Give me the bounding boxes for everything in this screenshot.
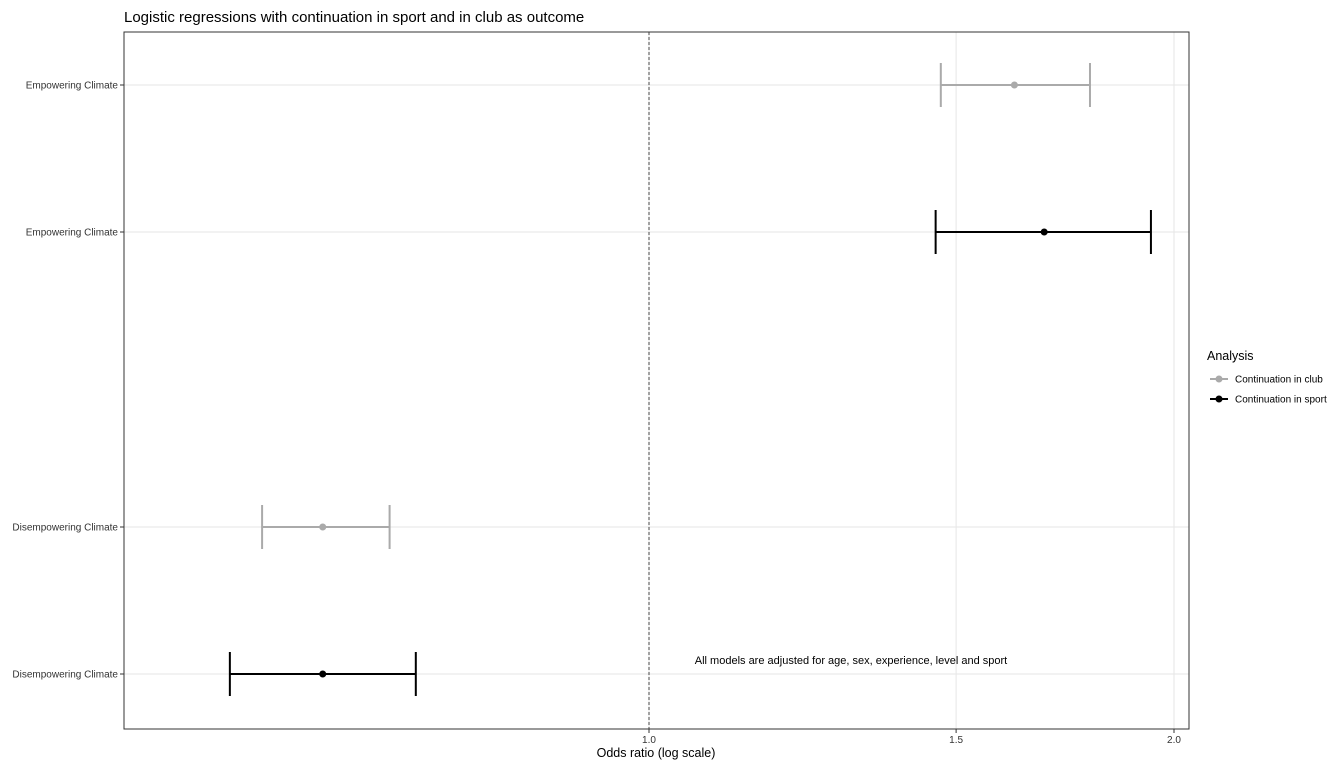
chart-title: Logistic regressions with continuation i…: [124, 9, 584, 26]
odds-ratio-point: [1040, 228, 1048, 236]
x-tick-label: 1.0: [642, 735, 656, 746]
legend-item: Continuation in sport: [1210, 395, 1327, 406]
errorbar-continuation-in-sport: [228, 652, 417, 696]
annotation-text: All models are adjusted for age, sex, ex…: [695, 655, 1007, 667]
odds-ratio-point: [1010, 81, 1018, 89]
legend-key-point: [1215, 375, 1223, 383]
legend-title: Analysis: [1207, 349, 1254, 363]
odds-ratio-point: [319, 523, 327, 531]
y-tick-label: Empowering Climate: [26, 228, 119, 239]
x-axis-labels: 1.0 1.5 2.0: [642, 729, 1181, 746]
legend-key-point: [1215, 395, 1223, 403]
errorbar-continuation-in-sport: [934, 210, 1152, 254]
plot-panel: [123, 31, 1190, 730]
errorbar-continuation-in-club: [939, 63, 1091, 107]
y-tick-label: Disempowering Climate: [12, 670, 118, 681]
x-tick-label: 1.5: [949, 735, 963, 746]
y-tick-label: Empowering Climate: [26, 81, 119, 92]
errorbar-continuation-in-club: [261, 505, 391, 549]
legend-label: Continuation in sport: [1235, 395, 1327, 406]
y-axis-labels: Empowering Climate Empowering Climate Dise…: [12, 81, 124, 681]
y-tick-label: Disempowering Climate: [12, 523, 118, 534]
x-tick-label: 2.0: [1167, 735, 1181, 746]
panel-border: [123, 31, 1190, 730]
x-axis-title: Odds ratio (log scale): [597, 746, 716, 760]
legend-item: Continuation in club: [1210, 375, 1323, 386]
legend-label: Continuation in club: [1235, 375, 1323, 386]
legend: Analysis Continuation in club Continuatio…: [1207, 349, 1327, 406]
odds-ratio-point: [319, 670, 327, 678]
